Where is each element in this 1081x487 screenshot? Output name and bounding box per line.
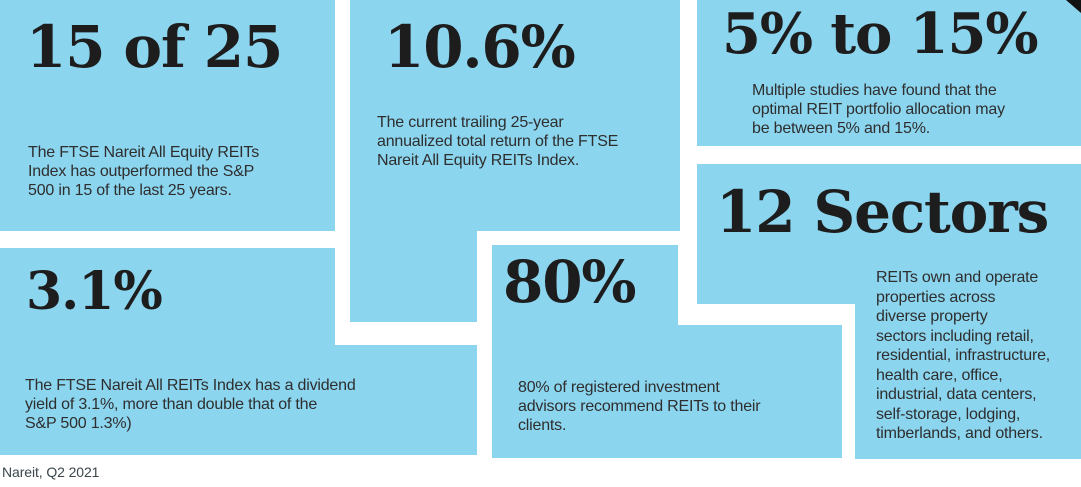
- body-line: The current trailing 25-year: [377, 114, 564, 131]
- stat-headline-15-of-25: 15 of 25: [26, 13, 283, 81]
- tile-15-of-25: [0, 0, 335, 231]
- tile-10-6-pct-wide: [350, 0, 680, 231]
- body-line: 80% of registered investment: [518, 379, 720, 396]
- body-line: self-storage, lodging,: [876, 405, 1021, 423]
- body-line: Index has outperformed the S&P: [28, 163, 255, 180]
- tile-5-to-15-pct: [697, 0, 1081, 146]
- body-line: be between 5% and 15%.: [752, 120, 930, 137]
- stat-body-10-6-pct: The current trailing 25-year annualized …: [377, 113, 618, 170]
- body-line: The FTSE Nareit All REITs Index has a di…: [25, 377, 356, 394]
- body-line: The FTSE Nareit All Equity REITs: [28, 144, 260, 161]
- tile-3-1-pct-wide: [0, 345, 477, 455]
- stat-headline-12-sectors: 12 Sectors: [716, 178, 1049, 246]
- body-line: REITs own and operate: [876, 269, 1039, 286]
- body-line: diverse property: [876, 308, 988, 325]
- tile-12-sectors-tall: [855, 164, 1081, 459]
- stat-body-12-sectors: REITs own and operate properties across …: [876, 268, 1050, 444]
- stat-headline-10-6-pct: 10.6%: [384, 13, 576, 81]
- stat-headline-5-to-15-pct: 5% to 15%: [722, 1, 1039, 67]
- stat-body-15-of-25: The FTSE Nareit All Equity REITs Index h…: [28, 143, 259, 200]
- body-line: optimal REIT portfolio allocation may: [752, 101, 1005, 118]
- body-line: Nareit All Equity REITs Index.: [377, 152, 580, 169]
- body-line: health care, office,: [876, 366, 1003, 384]
- body-line: industrial, data centers,: [876, 386, 1037, 403]
- body-line: properties across: [876, 288, 996, 306]
- body-line: S&P 500 1.3%): [25, 415, 132, 432]
- body-line: residential, infrastructure,: [876, 347, 1051, 364]
- body-line: advisors recommend REITs to their: [518, 398, 761, 415]
- body-line: sectors including retail,: [876, 327, 1034, 345]
- stat-body-80-pct: 80% of registered investment advisors re…: [518, 378, 761, 435]
- tile-80-pct-wide: [492, 325, 842, 458]
- source-note: Nareit, Q2 2021: [2, 464, 100, 480]
- body-line: timberlands, and others.: [876, 425, 1043, 442]
- body-line: annualized total return of the FTSE: [377, 133, 619, 150]
- body-line: clients.: [518, 417, 567, 434]
- stat-body-5-to-15-pct: Multiple studies have found that the opt…: [752, 81, 1005, 138]
- stat-headline-80-pct: 80%: [503, 248, 637, 316]
- stat-body-3-1-pct: The FTSE Nareit All REITs Index has a di…: [25, 376, 356, 433]
- body-line: yield of 3.1%, more than double that of …: [25, 396, 318, 413]
- body-line: 500 in 15 of the last 25 years.: [28, 182, 232, 199]
- stat-headline-3-1-pct: 3.1%: [26, 261, 163, 322]
- body-line: Multiple studies have found that the: [752, 82, 997, 99]
